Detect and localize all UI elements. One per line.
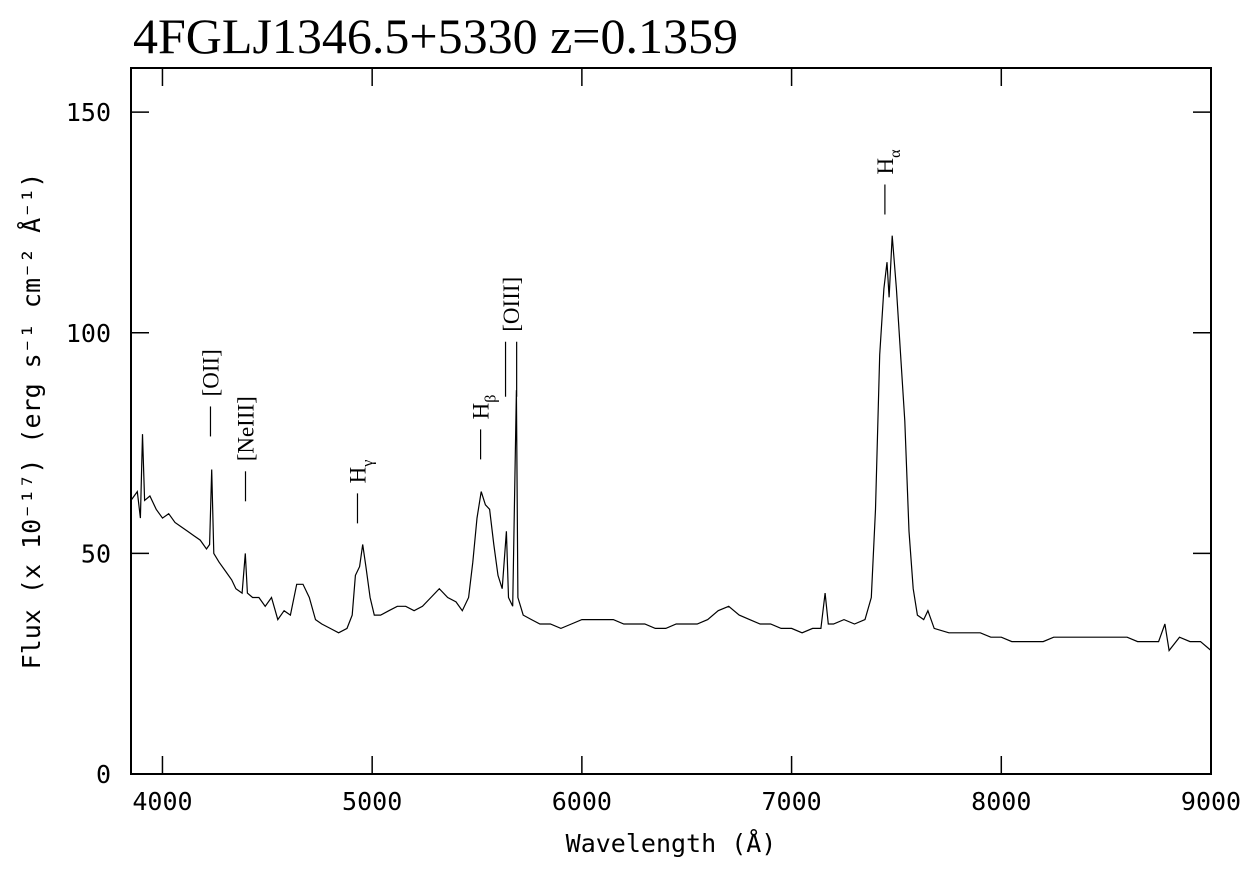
annotation-text: [NeIII] bbox=[234, 396, 259, 461]
annotation-sub: γ bbox=[359, 460, 376, 468]
annotation-text: H bbox=[469, 403, 494, 420]
x-tick-label: 8000 bbox=[971, 787, 1031, 816]
spectrum-line bbox=[130, 235, 1212, 652]
annotation-text: [OIII] bbox=[499, 277, 524, 332]
x-tick-label: 6000 bbox=[552, 787, 612, 816]
annotation-text: [OII] bbox=[198, 349, 223, 396]
y-tick-label: 0 bbox=[96, 760, 111, 789]
annotation-label: [OII] bbox=[198, 349, 223, 396]
annotation-sub: β bbox=[483, 395, 500, 403]
annotation-text: H bbox=[345, 467, 370, 484]
annotation-label: Hα bbox=[873, 149, 904, 175]
y-tick-label: 50 bbox=[81, 539, 111, 568]
y-tick-label: 100 bbox=[66, 319, 111, 348]
plot-frame bbox=[130, 67, 1212, 775]
y-axis-label: Flux (x 10⁻¹⁷) (erg s⁻¹ cm⁻² Å⁻¹) bbox=[17, 173, 46, 670]
annotation-label: [OIII] bbox=[499, 277, 524, 332]
x-tick-label: 5000 bbox=[342, 787, 402, 816]
x-tick-label: 7000 bbox=[761, 787, 821, 816]
y-tick-label: 150 bbox=[66, 98, 111, 127]
chart-title: 4FGLJ1346.5+5330 z=0.1359 bbox=[133, 8, 738, 64]
annotation-label: [NeIII] bbox=[234, 396, 259, 461]
annotation-label: Hγ bbox=[345, 460, 376, 484]
x-tick-label: 4000 bbox=[132, 787, 192, 816]
annotation-label: Hβ bbox=[469, 395, 500, 420]
x-axis-label: Wavelength (Å) bbox=[566, 829, 777, 858]
annotation-text: H bbox=[873, 158, 898, 175]
annotation-sub: α bbox=[887, 149, 904, 158]
x-tick-label: 9000 bbox=[1181, 787, 1241, 816]
